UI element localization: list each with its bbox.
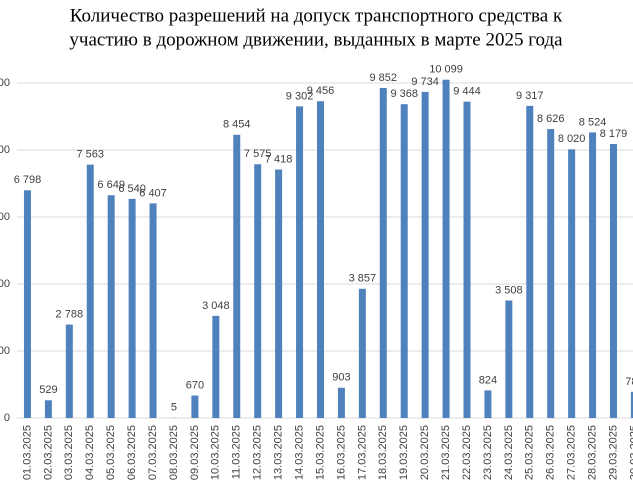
x-tick-label: 20.03.2025 bbox=[419, 425, 431, 480]
x-tick-label: 05.03.2025 bbox=[105, 425, 117, 480]
bar bbox=[316, 101, 324, 418]
bar bbox=[421, 91, 429, 418]
bar bbox=[547, 129, 555, 419]
bar bbox=[254, 164, 262, 418]
x-tick-label: 27.03.2025 bbox=[566, 425, 578, 480]
data-label: 9 456 bbox=[307, 85, 335, 97]
data-label: 6 407 bbox=[139, 187, 167, 199]
x-tick-label: 21.03.2025 bbox=[440, 425, 452, 480]
bar bbox=[107, 195, 115, 418]
x-tick-label: 23.03.2025 bbox=[482, 425, 494, 480]
x-tick-label: 11.03.2025 bbox=[231, 425, 243, 479]
bar bbox=[442, 79, 450, 418]
x-tick-label: 18.03.2025 bbox=[377, 425, 389, 480]
data-label: 9 444 bbox=[453, 86, 481, 98]
y-tick-label: 4 000 bbox=[0, 278, 10, 290]
data-label: 6 798 bbox=[14, 174, 42, 186]
bar bbox=[191, 395, 199, 418]
bar bbox=[296, 106, 304, 419]
x-tick-label: 30.03.2025 bbox=[628, 425, 633, 480]
bar bbox=[630, 391, 633, 418]
data-label: 3 508 bbox=[495, 284, 523, 296]
x-tick-label: 06.03.2025 bbox=[126, 425, 138, 480]
y-tick-label: 6 000 bbox=[0, 211, 10, 223]
data-label: 529 bbox=[39, 384, 57, 396]
x-tick-label: 10.03.2025 bbox=[210, 425, 222, 480]
data-label: 9 734 bbox=[411, 76, 439, 88]
x-tick-label: 07.03.2025 bbox=[147, 425, 159, 480]
bar bbox=[44, 400, 52, 418]
y-tick-label: 0 bbox=[4, 412, 10, 424]
data-label: 3 048 bbox=[202, 300, 230, 312]
x-tick-label: 25.03.2025 bbox=[524, 425, 536, 480]
data-label: 5 bbox=[171, 402, 177, 414]
data-label: 8 454 bbox=[223, 119, 251, 131]
bar bbox=[568, 149, 576, 418]
x-tick-label: 19.03.2025 bbox=[398, 425, 410, 480]
data-label: 670 bbox=[186, 379, 204, 391]
bar bbox=[610, 144, 618, 419]
x-tick-label: 04.03.2025 bbox=[84, 425, 96, 480]
bar bbox=[589, 132, 597, 419]
x-tick-label: 17.03.2025 bbox=[356, 425, 368, 480]
bar bbox=[526, 105, 534, 419]
bar bbox=[400, 104, 408, 418]
bar bbox=[484, 390, 492, 418]
bar bbox=[337, 387, 345, 418]
data-label: 7 575 bbox=[244, 148, 272, 160]
data-label: 2 788 bbox=[56, 309, 84, 321]
x-tick-label: 02.03.2025 bbox=[42, 425, 54, 480]
data-label: 3 857 bbox=[349, 273, 377, 285]
x-tick-label: 15.03.2025 bbox=[314, 425, 326, 480]
bar bbox=[212, 315, 220, 418]
bar bbox=[23, 190, 31, 418]
bar bbox=[233, 134, 241, 418]
chart-title: участию в дорожном движении, выданных в … bbox=[69, 29, 563, 50]
data-label: 6 540 bbox=[118, 183, 146, 195]
data-label: 9 368 bbox=[390, 88, 418, 100]
x-tick-label: 13.03.2025 bbox=[273, 425, 285, 480]
bar bbox=[505, 300, 513, 418]
bar bbox=[463, 101, 471, 418]
data-label: 780 bbox=[625, 376, 633, 388]
data-label: 8 524 bbox=[579, 116, 607, 128]
data-label: 903 bbox=[332, 372, 350, 384]
x-tick-label: 03.03.2025 bbox=[63, 425, 75, 480]
y-tick-label: 8 000 bbox=[0, 144, 10, 156]
data-label: 7 418 bbox=[265, 153, 293, 165]
chart-title: Количество разрешений на допуск транспор… bbox=[70, 5, 563, 26]
data-label: 10 099 bbox=[429, 64, 463, 76]
x-tick-label: 28.03.2025 bbox=[586, 425, 598, 480]
data-label: 6 649 bbox=[97, 179, 125, 191]
bar bbox=[128, 198, 136, 418]
data-label: 9 317 bbox=[516, 90, 544, 102]
data-label: 7 563 bbox=[76, 149, 104, 161]
bar bbox=[379, 87, 387, 418]
x-tick-label: 22.03.2025 bbox=[461, 425, 473, 480]
x-tick-label: 09.03.2025 bbox=[189, 425, 201, 480]
x-tick-label: 24.03.2025 bbox=[503, 425, 515, 480]
x-tick-label: 08.03.2025 bbox=[168, 425, 180, 480]
y-tick-label: 2 000 bbox=[0, 345, 10, 357]
data-label: 824 bbox=[479, 374, 497, 386]
bar bbox=[65, 324, 73, 418]
y-tick-label: 10 000 bbox=[0, 77, 10, 89]
bar bbox=[275, 169, 283, 418]
data-label: 9 852 bbox=[370, 72, 398, 84]
data-label: 8 179 bbox=[600, 128, 628, 140]
data-label: 9 302 bbox=[286, 90, 314, 102]
bar bbox=[149, 203, 157, 418]
x-tick-label: 16.03.2025 bbox=[335, 425, 347, 480]
x-tick-label: 26.03.2025 bbox=[545, 425, 557, 480]
bar bbox=[86, 164, 94, 418]
bar bbox=[358, 288, 366, 418]
x-tick-label: 01.03.2025 bbox=[21, 425, 33, 480]
data-label: 8 020 bbox=[558, 133, 586, 145]
x-tick-label: 14.03.2025 bbox=[293, 425, 305, 480]
data-label: 8 626 bbox=[537, 113, 565, 125]
x-tick-label: 12.03.2025 bbox=[252, 425, 264, 480]
x-tick-label: 29.03.2025 bbox=[607, 425, 619, 480]
